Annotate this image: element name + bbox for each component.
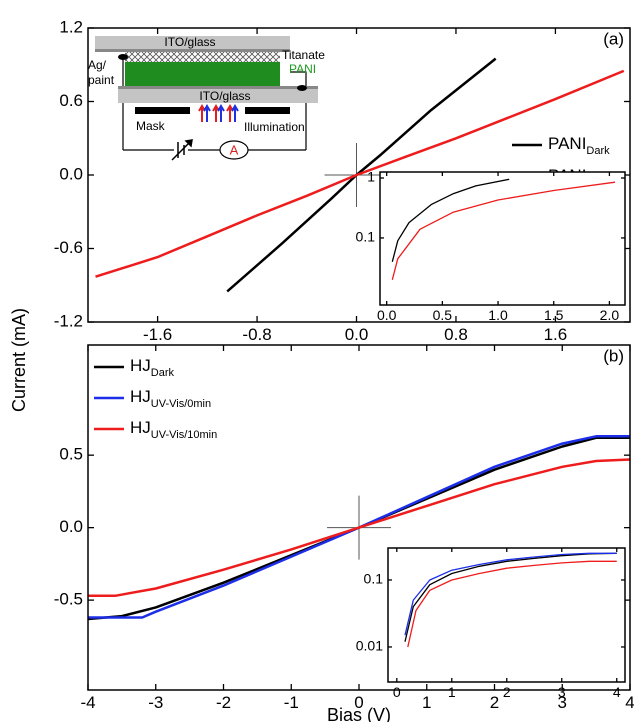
- data-line: [391, 178, 510, 262]
- data-line: [404, 552, 617, 636]
- legend-entry: HJUV-Vis/10min: [130, 418, 217, 440]
- y-tick-label: 0.5: [59, 445, 83, 464]
- x-tick-label: -1.6: [143, 325, 172, 344]
- x-tick-label: -2: [216, 693, 231, 712]
- legend-entry: HJUV-Vis/0min: [130, 387, 211, 409]
- x-tick-label: 0.0: [377, 307, 397, 323]
- y-tick-label: 1: [367, 169, 375, 185]
- mask: [245, 107, 290, 114]
- titanate-layer: [125, 52, 280, 62]
- x-tick-label: -1: [284, 693, 299, 712]
- y-tick-label: -1.2: [54, 311, 83, 330]
- x-tick-label: 0.8: [444, 325, 468, 344]
- x-tick-label: 0: [354, 693, 363, 712]
- data-line: [95, 69, 625, 278]
- x-tick-label: 0: [393, 684, 401, 700]
- x-tick-label: 2: [503, 684, 511, 700]
- x-tick-label: 1: [422, 693, 431, 712]
- legend-name: HJ: [130, 356, 151, 375]
- data-line: [88, 458, 631, 598]
- legend-entry: PANIDark: [548, 134, 610, 156]
- y-tick-label: 1.2: [59, 17, 83, 36]
- inset-frame: [388, 548, 625, 682]
- x-tick-label: 1.0: [488, 307, 508, 323]
- label: ITO/glass: [164, 35, 215, 49]
- label: A: [230, 142, 239, 157]
- plots: -1.6 -0.8 0.0 0.8 1.6 -1.2 -0.6 0.0 0.6 1.2 (a) PAN…: [54, 17, 634, 722]
- y-tick-label: -0.6: [54, 238, 83, 257]
- frame: [87, 344, 631, 691]
- x-tick-label: 4: [625, 693, 634, 712]
- panel-label: (b): [603, 346, 624, 365]
- legend-subscript: Dark: [151, 367, 175, 379]
- x-tick-label: 0.5: [433, 307, 453, 323]
- x-tick-label: -3: [148, 693, 163, 712]
- x-tick-label: 1.5: [544, 307, 564, 323]
- top-electrode: [95, 36, 290, 49]
- y-tick-label: 0.0: [59, 517, 83, 536]
- label: ITO/glass: [199, 89, 250, 103]
- x-tick-label: 3: [558, 684, 566, 700]
- legend-subscript: Dark: [586, 145, 610, 157]
- data-line: [404, 552, 617, 642]
- x-tick-label: 2: [490, 693, 499, 712]
- contact-dot: [297, 85, 307, 91]
- y-tick-label: 0.01: [356, 638, 383, 654]
- top-electrode-film: [95, 49, 290, 52]
- bottom-electrode: [118, 89, 318, 103]
- y-tick-label: 0.1: [356, 229, 376, 245]
- bottom-electrode-film: [118, 86, 318, 89]
- x-tick-label: 2.0: [600, 307, 620, 323]
- contact-dot: [118, 54, 128, 60]
- legend-subscript: UV-Vis/0min: [151, 398, 211, 410]
- y-tick-label: 0.0: [59, 164, 83, 183]
- pani-layer: [125, 62, 280, 86]
- x-tick-label: 1: [448, 684, 456, 700]
- x-tick-label: -4: [80, 693, 95, 712]
- mask: [135, 107, 190, 114]
- data-line: [391, 181, 616, 280]
- x-tick-label: 1.6: [544, 325, 568, 344]
- schematic: ITO/glass Titanate PANI ITO/glass Ag/ pa…: [88, 35, 325, 161]
- frame: [387, 547, 626, 683]
- label: Ag/: [88, 58, 107, 72]
- x-tick-label: 4: [613, 684, 621, 700]
- x-tick-label: 3: [558, 693, 567, 712]
- legend-name: HJ: [130, 387, 151, 406]
- ammeter: [219, 140, 249, 160]
- panel-label: (a): [603, 29, 624, 48]
- frame: [379, 171, 626, 306]
- light-arrows: [198, 104, 239, 122]
- y-tick-label: 0.6: [59, 91, 83, 110]
- label: Illumination: [244, 120, 305, 134]
- legend-entry: HJDark: [130, 356, 175, 378]
- frame: [87, 27, 631, 323]
- y-tick-label: 0.1: [364, 571, 384, 587]
- label: Mask: [136, 119, 166, 133]
- inset-frame: [380, 172, 625, 305]
- x-tick-label: -0.8: [242, 325, 271, 344]
- label: paint: [88, 73, 115, 87]
- label: Titanate: [282, 48, 325, 62]
- y-tick-label: -0.5: [54, 590, 83, 609]
- y-axis-label: Current (mA): [9, 308, 29, 412]
- legend-name: PANI: [548, 134, 586, 153]
- legend-subscript: UV-Vis/10min: [151, 429, 217, 441]
- data-line: [407, 560, 617, 648]
- voltage-source: [171, 139, 193, 161]
- x-axis-label: Bias (V): [327, 705, 391, 722]
- legend-name: HJ: [130, 418, 151, 437]
- label: PANI: [289, 62, 316, 76]
- x-tick-label: 0.0: [345, 325, 369, 344]
